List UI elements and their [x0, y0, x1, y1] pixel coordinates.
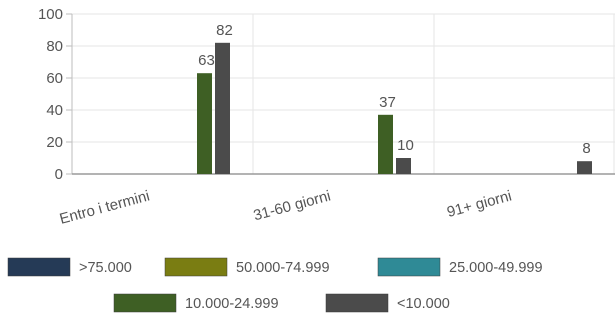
y-tick-label: 80	[46, 38, 63, 55]
legend-swatch-50-000-74-999	[164, 257, 228, 277]
y-tick-label: 40	[46, 102, 63, 119]
chart-axes: 0 20 40 60 80 100 Entro i termini 31-60 giorni 9…	[38, 6, 615, 228]
legend-label: 50.000-74.999	[236, 260, 330, 276]
data-label: 10	[397, 137, 414, 154]
chart-bars	[197, 42, 592, 174]
y-tick-label: 60	[46, 70, 63, 87]
x-category-label: 31-60 giorni	[252, 187, 333, 224]
y-tick-label: 100	[38, 6, 63, 23]
legend-label: >75.000	[79, 260, 132, 276]
legend-label: 25.000-49.999	[449, 260, 543, 276]
legend-swatch-25-000-49-999	[377, 257, 441, 277]
x-category-label: Entro i termini	[58, 187, 152, 227]
data-label: 82	[216, 22, 233, 39]
legend-swatch-75-000	[7, 257, 71, 277]
legend-label: 10.000-24.999	[185, 296, 279, 312]
legend-label: <10.000	[397, 296, 450, 312]
chart-legend: >75.000 50.000-74.999 25.000-49.999 10.000-…	[7, 257, 543, 313]
data-label: 63	[198, 52, 215, 69]
bar-31-60-giorni-10-000-24-999	[378, 114, 393, 174]
x-category-label: 91+ giorni	[445, 187, 513, 221]
bar-91-giorni-10-000	[577, 161, 592, 174]
data-label: 37	[379, 94, 396, 111]
bar-31-60-giorni-10-000	[396, 158, 411, 174]
y-tick-label: 20	[46, 134, 63, 151]
chart-grid	[72, 13, 615, 174]
legend-swatch-10-000	[325, 293, 389, 313]
bar-entro-i-termini-10-000	[215, 42, 230, 174]
legend-swatch-10-000-24-999	[113, 293, 177, 313]
data-label: 8	[582, 140, 590, 157]
bar-entro-i-termini-10-000-24-999	[197, 73, 212, 174]
y-tick-label: 0	[55, 166, 63, 183]
